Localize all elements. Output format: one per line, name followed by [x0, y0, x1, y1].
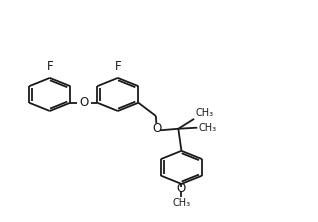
Text: F: F: [46, 60, 53, 73]
Text: O: O: [177, 182, 186, 195]
Text: O: O: [152, 122, 162, 135]
Text: O: O: [79, 96, 88, 109]
Text: CH₃: CH₃: [172, 198, 190, 208]
Text: CH₃: CH₃: [199, 123, 217, 133]
Text: F: F: [114, 60, 121, 73]
Text: CH₃: CH₃: [196, 108, 214, 118]
